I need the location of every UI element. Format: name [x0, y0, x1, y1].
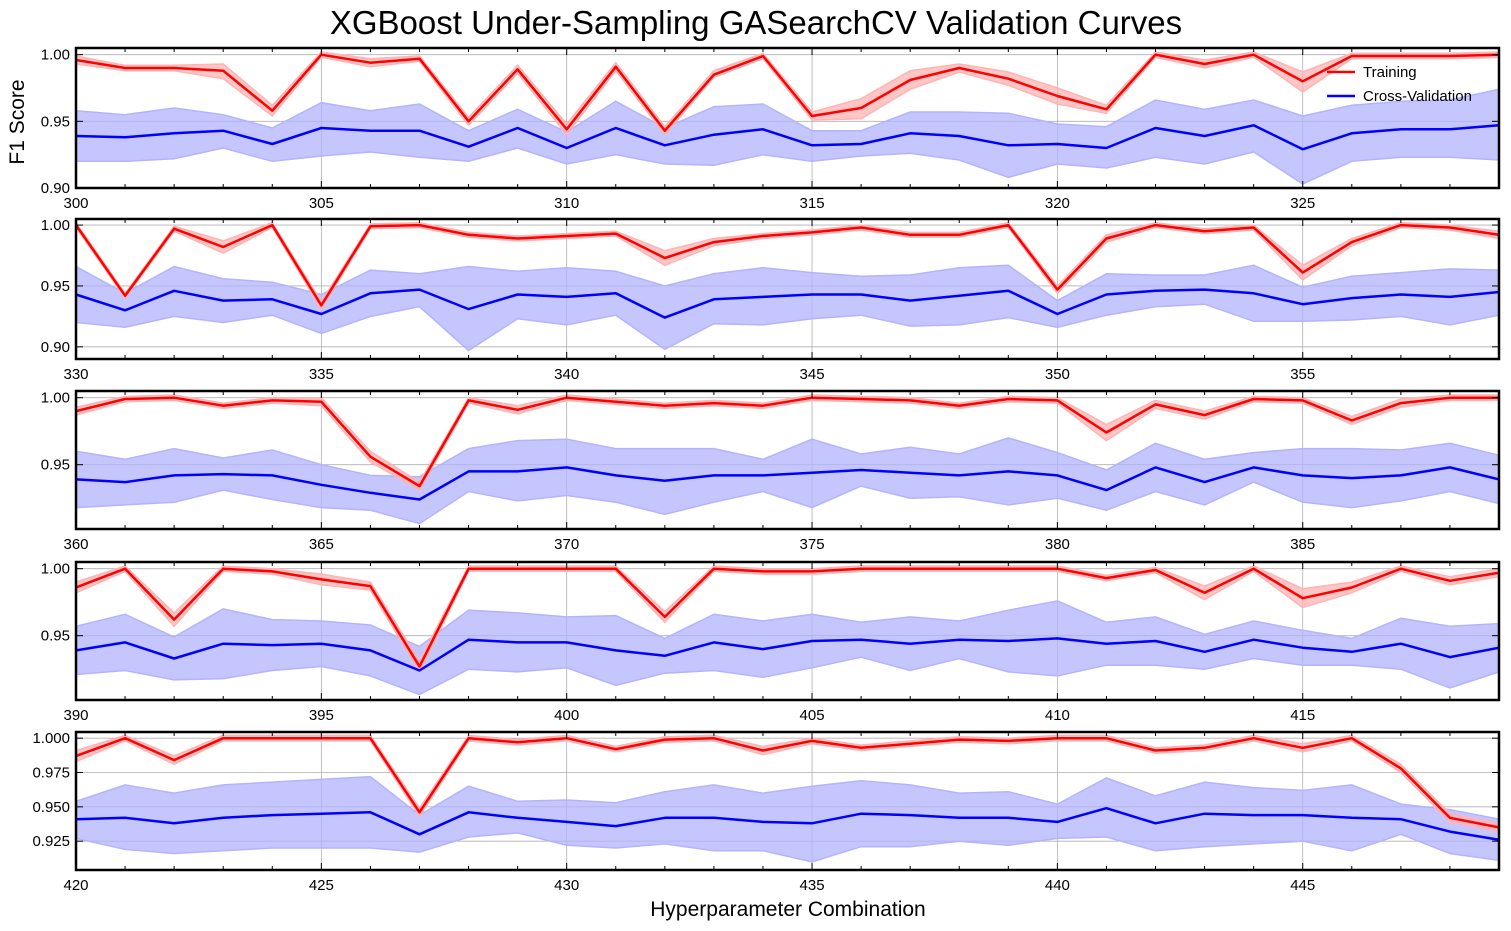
y-axis-label: F1 Score	[6, 79, 29, 164]
cv-mean-line	[76, 124, 1499, 151]
x-axis-label: Hyperparameter Combination	[650, 898, 925, 921]
cv-std-band	[76, 600, 1499, 696]
x-tick-label: 445	[1290, 877, 1315, 894]
x-tick-label: 425	[309, 877, 334, 894]
x-tick-label: 315	[800, 195, 825, 212]
cv-mean-line	[76, 806, 1499, 842]
x-tick-label: 395	[309, 707, 334, 724]
x-tick-label: 385	[1290, 536, 1315, 553]
training-mean-line	[76, 223, 1499, 307]
cv-std-band	[76, 437, 1499, 525]
x-tick-label: 430	[554, 877, 579, 894]
y-tick-label: 1.000	[32, 730, 70, 747]
cv-mean-line	[76, 288, 1499, 319]
x-tick-label: 405	[800, 707, 825, 724]
training-mean-line	[76, 396, 1499, 488]
cv-std-band	[76, 775, 1499, 863]
subplot-5: 420 425 430 435 440 445 0.925 0.950 0.975 1.000	[32, 730, 1501, 894]
training-mean-line	[76, 736, 1499, 829]
y-tick-label: 0.950	[32, 799, 70, 816]
x-tick-label: 435	[800, 877, 825, 894]
training-mean-line	[76, 53, 1499, 132]
x-tick-label: 340	[554, 366, 579, 383]
x-tick-label: 335	[309, 366, 334, 383]
legend-cv-label: Cross-Validation	[1363, 88, 1472, 105]
chart-title: XGBoost Under-Sampling GASearchCV Valida…	[330, 4, 1182, 41]
x-tick-label: 300	[63, 195, 88, 212]
subplot-3: 360 365 370 375 380 385 0.95 1.00	[41, 389, 1501, 553]
axes-frame	[74, 46, 1501, 190]
legend-training-label: Training	[1363, 64, 1417, 81]
x-tick-label: 355	[1290, 366, 1315, 383]
axes-frame	[74, 217, 1501, 361]
y-tick-label: 1.00	[41, 561, 70, 578]
x-tick-label: 325	[1290, 195, 1315, 212]
y-tick-label: 0.95	[41, 457, 70, 474]
y-tick-label: 0.90	[41, 180, 70, 197]
y-tick-label: 0.975	[32, 765, 70, 782]
x-tick-label: 320	[1045, 195, 1070, 212]
x-tick-label: 375	[800, 536, 825, 553]
x-tick-label: 410	[1045, 707, 1070, 724]
x-tick-label: 305	[309, 195, 334, 212]
x-tick-label: 390	[63, 707, 88, 724]
y-tick-label: 1.00	[41, 47, 70, 64]
x-tick-label: 440	[1045, 877, 1070, 894]
y-tick-label: 1.00	[41, 390, 70, 407]
training-mean-line	[76, 567, 1499, 668]
axes-frame	[74, 389, 1501, 531]
y-tick-label: 1.00	[41, 217, 70, 234]
x-tick-label: 330	[63, 366, 88, 383]
y-tick-label: 0.95	[41, 628, 70, 645]
x-tick-label: 310	[554, 195, 579, 212]
x-tick-label: 400	[554, 707, 579, 724]
x-tick-label: 345	[800, 366, 825, 383]
cv-std-band	[76, 264, 1499, 352]
y-tick-label: 0.95	[41, 113, 70, 130]
y-tick-label: 0.90	[41, 339, 70, 356]
subplot-2: 330 335 340 345 350 355 0.90 0.95 1.00	[41, 217, 1501, 383]
y-tick-label: 0.925	[32, 833, 70, 850]
subplot-4: 390 395 400 405 410 415 0.95 1.00	[41, 560, 1501, 724]
x-tick-label: 370	[554, 536, 579, 553]
x-tick-label: 380	[1045, 536, 1070, 553]
axes-frame	[74, 730, 1501, 872]
x-tick-label: 350	[1045, 366, 1070, 383]
y-tick-label: 0.95	[41, 278, 70, 295]
x-tick-label: 415	[1290, 707, 1315, 724]
cv-mean-line	[76, 466, 1499, 501]
training-std-band	[76, 221, 1499, 311]
subplot-1: 300 305 310 315 320 325 0.90 0.95 1.00	[41, 46, 1501, 212]
x-tick-label: 360	[63, 536, 88, 553]
axes-frame	[74, 560, 1501, 702]
legend: Training Cross-Validation	[1327, 64, 1472, 105]
cv-mean-line	[76, 637, 1499, 672]
x-tick-label: 365	[309, 536, 334, 553]
x-tick-label: 420	[63, 877, 88, 894]
